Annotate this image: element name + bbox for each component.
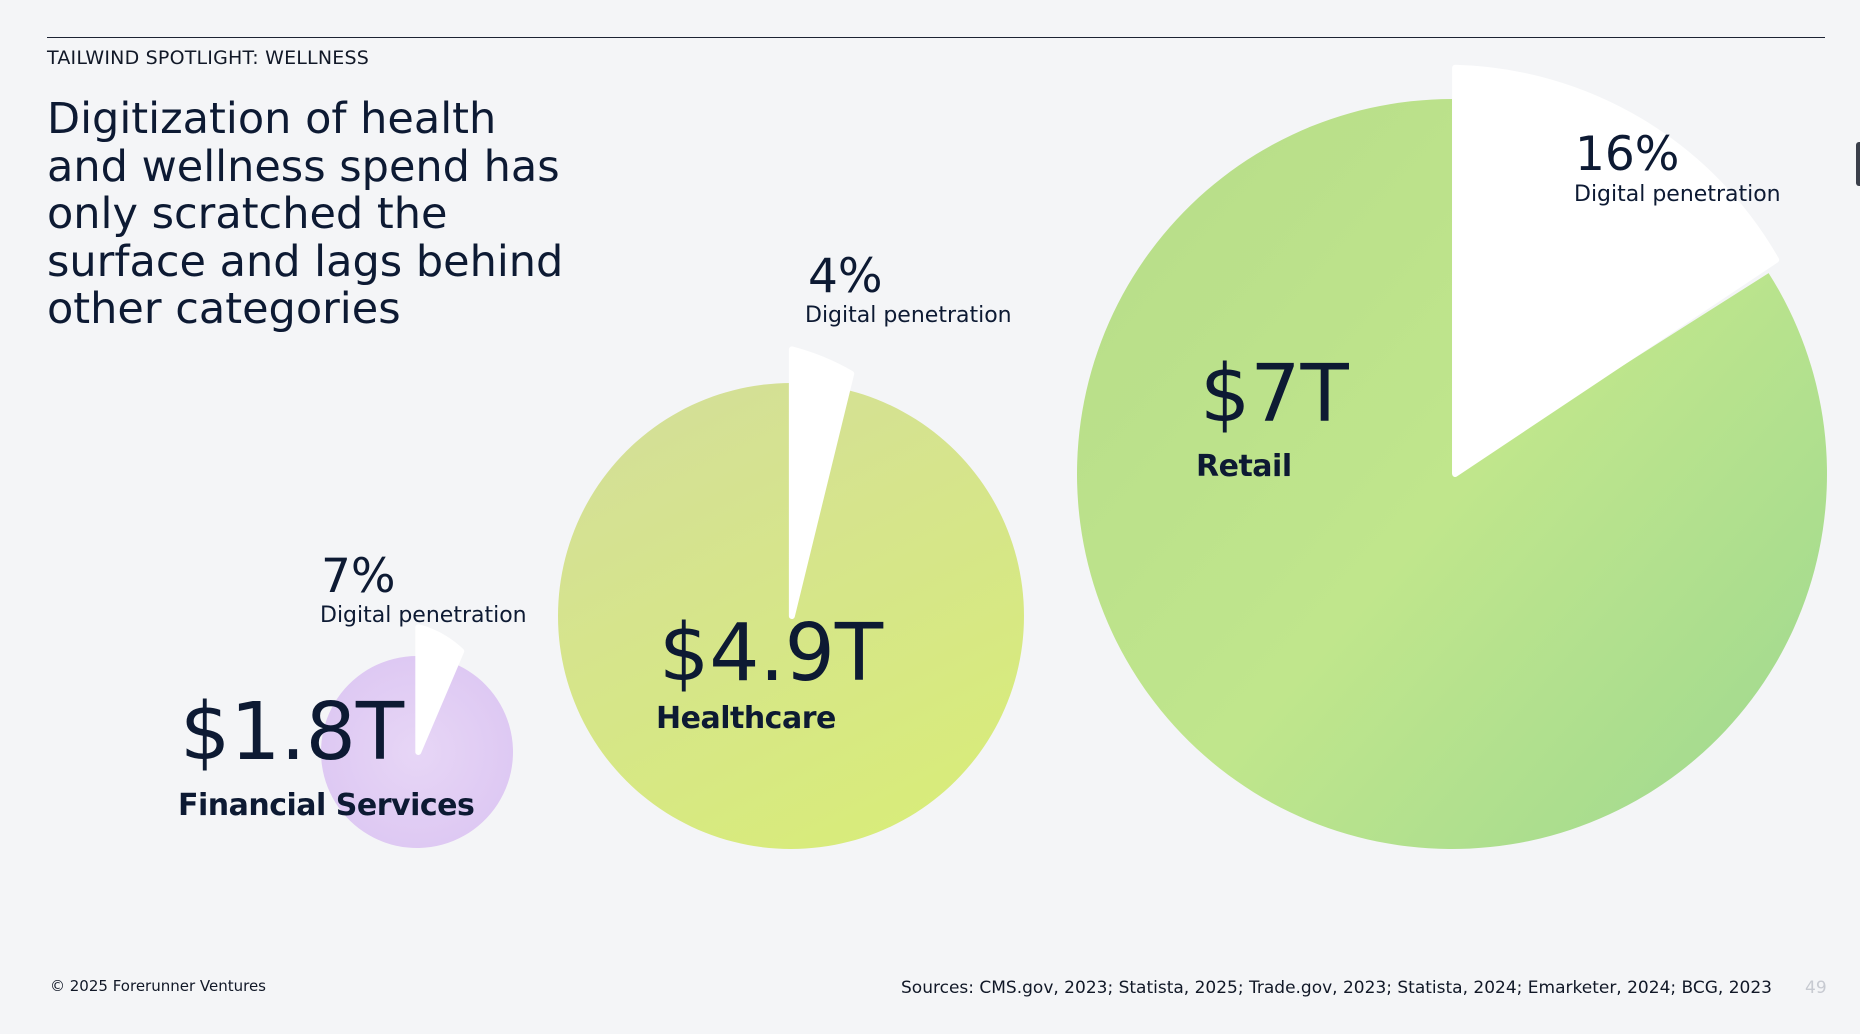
pie-retail-digital-slice	[1452, 64, 1780, 477]
top-rule	[47, 37, 1825, 38]
pie-retail: $7T Retail 16% Digital penetration	[1076, 64, 1827, 849]
healthcare-penetration: 4%	[808, 249, 883, 304]
sources: Sources: CMS.gov, 2023; Statista, 2025; …	[901, 978, 1772, 998]
financial-services-value: $1.8T	[180, 686, 405, 778]
healthcare-value: $4.9T	[659, 607, 884, 699]
pie-financial-services-digital-slice	[415, 624, 465, 755]
retail-penetration-caption: Digital penetration	[1574, 182, 1781, 207]
retail-penetration: 16%	[1575, 127, 1679, 182]
pie-healthcare: $4.9T Healthcare 4% Digital penetration	[557, 249, 1024, 849]
copyright: © 2025 Forerunner Ventures	[50, 977, 266, 995]
retail-label: Retail	[1196, 449, 1292, 484]
pie-healthcare-digital-slice	[788, 346, 855, 619]
section-eyebrow: TAILWIND SPOTLIGHT: WELLNESS	[47, 47, 369, 69]
financial-services-penetration-caption: Digital penetration	[320, 603, 527, 628]
page-number: 49	[1805, 978, 1827, 998]
healthcare-penetration-caption: Digital penetration	[805, 303, 1012, 328]
slide-title: Digitization of health and wellness spen…	[47, 94, 564, 334]
pie-financial-services: $1.8T Financial Services 7% Digital pene…	[178, 549, 527, 848]
retail-value: $7T	[1200, 348, 1350, 440]
financial-services-label: Financial Services	[178, 788, 474, 823]
edge-scroll-handle[interactable]	[1856, 142, 1860, 186]
pie-retail-spend-slice	[1076, 99, 1827, 849]
financial-services-penetration: 7%	[321, 549, 396, 604]
healthcare-label: Healthcare	[656, 701, 836, 736]
